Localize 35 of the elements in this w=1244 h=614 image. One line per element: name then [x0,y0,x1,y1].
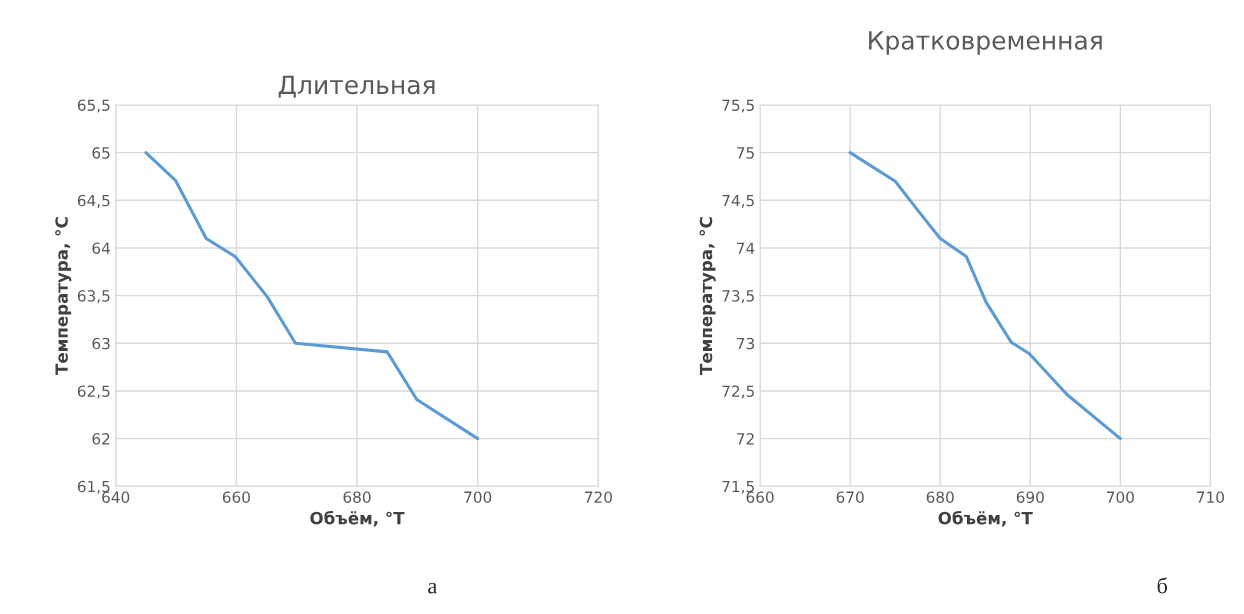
y-tick-label: 73,5 [722,290,754,304]
x-axis-title: Объём, °Т [938,510,1033,527]
x-tick-label: 680 [926,491,954,503]
y-tick-label: 72,5 [722,385,754,399]
y-tick-label: 63 [92,337,110,350]
y-tick-label: 64,5 [77,194,110,208]
y-tick-label: 72 [737,433,754,445]
x-tick-label: 670 [836,491,864,503]
y-tick-label: 64 [92,242,110,254]
y-tick-label: 74 [737,242,755,254]
chart-title: Длительная [278,75,435,98]
y-tick-label: 75 [737,147,754,159]
x-tick-label: 660 [222,491,250,503]
y-axis-title: Температура, °С [699,217,716,375]
line-series [848,151,1122,441]
x-axis-title: Объём, °Т [310,510,405,527]
line-series [144,151,480,441]
y-tick-label: 63,5 [77,290,110,304]
x-tick-label: 680 [343,491,371,503]
x-tick-label: 700 [1107,491,1134,503]
y-tick-label: 62,5 [77,385,110,399]
y-tick-label: 65,5 [77,99,110,113]
y-tick-label: 74,5 [722,194,754,208]
x-tick-label: 710 [1197,491,1224,503]
x-tick-label: 690 [1016,491,1044,503]
y-tick-label: 65 [92,147,110,159]
text: а [428,582,437,594]
y-tick-label: 73 [737,337,754,350]
y-tick-label: 62 [92,433,110,445]
x-tick-label: 720 [585,491,612,503]
x-tick-label: 700 [464,491,492,503]
y-axis-title: Температура, °С [55,217,72,375]
y-tick-label: 75,5 [722,99,754,113]
text: б [1157,577,1168,594]
chart-title: Кратковременная [869,31,1102,55]
